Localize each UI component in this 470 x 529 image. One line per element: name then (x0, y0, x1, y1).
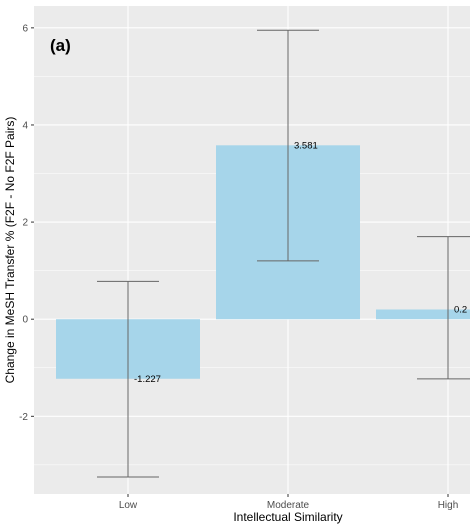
error-bar-moderate (257, 29, 319, 262)
y-axis-ticks: -2 0 2 4 6 (19, 23, 34, 423)
value-label-moderate: 3.581 (294, 140, 318, 151)
x-axis-title: Intellectual Similarity (233, 510, 342, 524)
error-bars (97, 29, 470, 478)
value-label-high: 0.2 (454, 304, 467, 315)
panel-label: (a) (50, 36, 71, 55)
y-axis-title: Change in MeSH Transfer % (F2F - No F2F … (3, 117, 17, 384)
x-axis-ticks: Low Moderate High (119, 494, 458, 511)
y-tick-label: 0 (22, 315, 28, 326)
y-tick-label: -2 (19, 412, 28, 423)
error-bar-low (97, 280, 159, 478)
bar-high (376, 309, 470, 320)
y-tick-label: 2 (22, 218, 28, 229)
x-tick-label-high: High (438, 500, 459, 511)
value-label-low: -1.227 (134, 374, 161, 385)
y-tick-label: 4 (22, 120, 28, 131)
error-bar-high (417, 236, 470, 380)
y-tick-label: 6 (22, 23, 28, 34)
value-labels: -1.227 3.581 0.2 (134, 140, 467, 384)
x-tick-label-low: Low (119, 500, 138, 511)
x-tick-label-moderate: Moderate (267, 500, 310, 511)
